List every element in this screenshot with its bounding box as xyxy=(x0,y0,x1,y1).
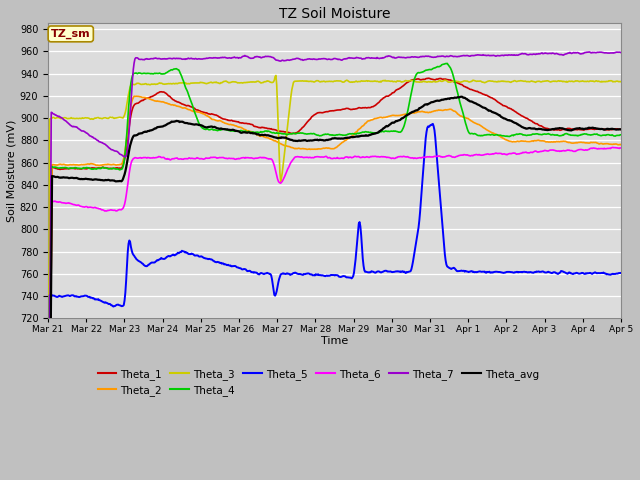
X-axis label: Time: Time xyxy=(321,336,348,346)
Title: TZ Soil Moisture: TZ Soil Moisture xyxy=(279,7,390,21)
Text: TZ_sm: TZ_sm xyxy=(51,29,90,39)
Y-axis label: Soil Moisture (mV): Soil Moisture (mV) xyxy=(7,120,17,222)
Legend: Theta_1, Theta_2, Theta_3, Theta_4, Theta_5, Theta_6, Theta_7, Theta_avg: Theta_1, Theta_2, Theta_3, Theta_4, Thet… xyxy=(93,365,543,400)
